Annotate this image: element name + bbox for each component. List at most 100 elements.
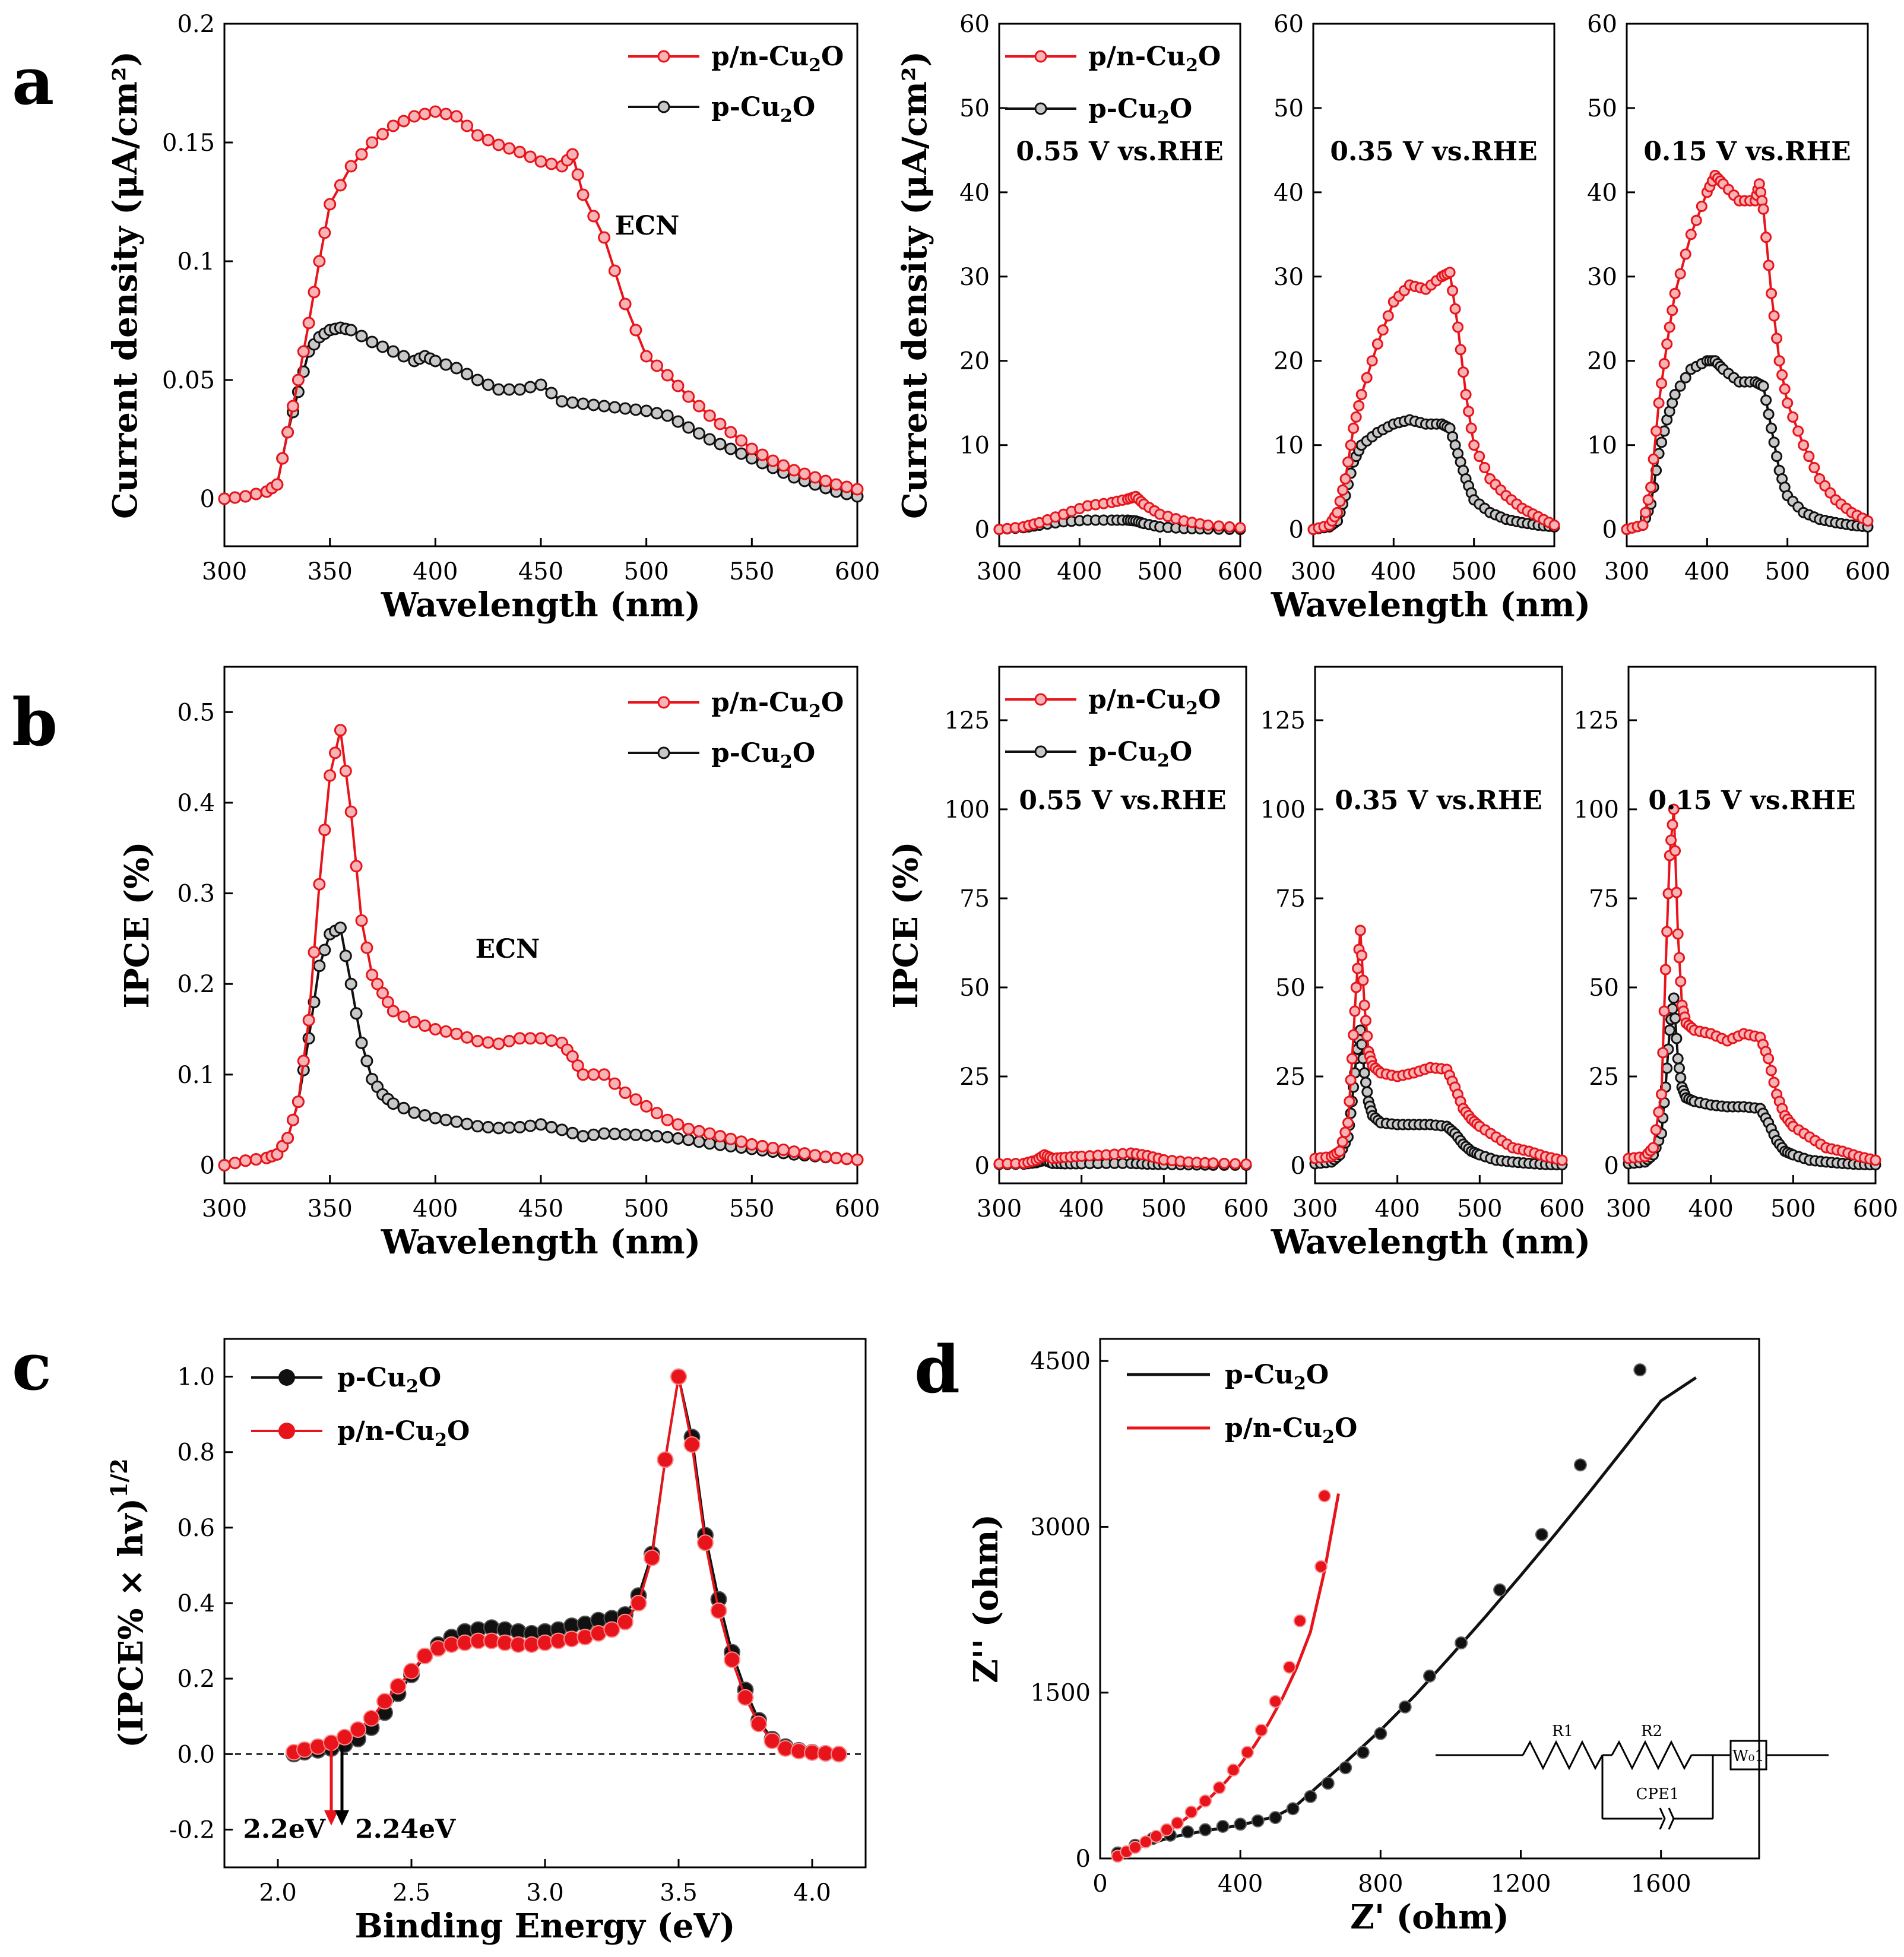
data-point-red	[355, 148, 368, 161]
data-point-black	[1251, 1814, 1265, 1828]
x-tick-label: 300	[977, 558, 1022, 585]
data-point-black	[608, 401, 621, 414]
data-point-red	[1773, 355, 1785, 367]
data-point-red	[344, 160, 357, 173]
data-point-red	[1657, 1047, 1669, 1059]
data-point-red	[514, 145, 526, 159]
data-point-black	[1398, 1700, 1412, 1714]
data-point-red	[503, 142, 516, 155]
resistor-r2	[1611, 1740, 1693, 1771]
data-point-red	[1642, 494, 1654, 506]
data-point-black	[514, 1120, 526, 1133]
data-point-red	[1269, 1695, 1282, 1708]
data-point-black	[1423, 1669, 1436, 1683]
y-tick-label: 50	[1275, 974, 1306, 1002]
data-point-black	[461, 368, 474, 381]
y-tick-label: 0.2	[177, 1665, 215, 1693]
data-point-red	[1337, 484, 1349, 496]
y-tick-label: 0.6	[177, 1515, 215, 1542]
data-point-red	[598, 231, 611, 244]
plot-frame	[1627, 666, 1877, 1185]
x-tick-label: 500	[623, 558, 669, 585]
data-point-red	[1342, 456, 1354, 468]
data-point-red	[571, 1059, 584, 1072]
x-axis-label: Wavelength (nm)	[381, 585, 701, 625]
y-tick-label: 75	[1275, 885, 1306, 913]
y-tick-label: 25	[1275, 1063, 1306, 1091]
data-point-black	[1535, 1528, 1548, 1541]
data-point-red	[777, 1144, 790, 1156]
y-tick-label: 0.2	[177, 11, 215, 38]
x-tick-label: 400	[1371, 558, 1416, 585]
data-point-red	[763, 1733, 781, 1749]
data-point-black	[1680, 372, 1691, 384]
x-tick-label: 600	[1539, 1195, 1585, 1223]
data-point-red	[1349, 1005, 1361, 1017]
data-point-red	[1184, 1805, 1198, 1819]
data-point-red	[787, 1145, 800, 1158]
x-tick-label: 300	[977, 1195, 1022, 1223]
data-point-red	[1674, 952, 1685, 964]
y-tick-label: 0	[1289, 517, 1304, 544]
data-point-black	[1668, 992, 1680, 1004]
data-point-red	[640, 350, 653, 363]
data-point-red	[419, 107, 432, 121]
data-point-red	[1361, 372, 1373, 384]
data-point-red	[1227, 1763, 1240, 1777]
data-point-red	[376, 987, 389, 999]
x-axis-label: Wavelength (nm)	[381, 1223, 701, 1262]
data-point-red	[371, 977, 384, 990]
data-point-black	[1768, 436, 1780, 448]
x-tick-label: 400	[1218, 1870, 1263, 1898]
data-point-black	[450, 1115, 463, 1128]
data-point-black	[503, 1121, 516, 1134]
data-point-red	[271, 478, 284, 491]
y-tick-label: 75	[1589, 885, 1619, 913]
data-point-red	[1659, 964, 1671, 976]
data-point-black	[671, 1132, 685, 1145]
data-point-black	[1199, 1823, 1212, 1836]
annotation-potential: 0.35 V vs.RHE	[1335, 786, 1542, 816]
annotation-potential: 0.55 V vs.RHE	[1016, 137, 1223, 167]
data-point-red	[1661, 338, 1673, 350]
data-point-red	[819, 474, 832, 487]
data-point-black	[524, 1119, 537, 1132]
y-tick-label: 0.1	[177, 1062, 215, 1089]
data-point-red	[376, 1693, 393, 1710]
data-point-red	[1667, 305, 1678, 316]
data-point-red	[745, 442, 758, 455]
data-point-red	[1650, 425, 1662, 437]
data-point-red	[1254, 1724, 1268, 1737]
x-tick-label: 300	[202, 1195, 247, 1223]
data-point-black	[503, 383, 516, 396]
x-tick-label: 500	[1457, 1195, 1502, 1223]
data-point-red	[1787, 411, 1799, 423]
data-point-red	[1768, 1076, 1780, 1088]
data-point-red	[1334, 1145, 1346, 1157]
data-point-black	[397, 1101, 410, 1114]
data-point-red	[603, 1621, 620, 1638]
legend-label: p/n-Cu2O	[711, 42, 844, 76]
x-axis-label: Wavelength (nm)	[1271, 1223, 1591, 1262]
legend-label: p-Cu2O	[337, 1363, 441, 1397]
x-tick-label: 500	[1451, 558, 1496, 585]
data-point-red	[1355, 389, 1367, 400]
annotation-potential: 0.15 V vs.RHE	[1648, 786, 1855, 816]
equivalent-circuit-inset: R1 R2 CPE1 W₀1	[1436, 1722, 1829, 1830]
y-tick-label: 1.0	[177, 1364, 215, 1391]
data-point-black	[1771, 451, 1783, 463]
data-point-red	[1202, 520, 1214, 531]
data-point-red	[297, 1054, 310, 1068]
data-point-black	[366, 335, 379, 349]
x-tick-label: 400	[1057, 558, 1102, 585]
data-point-red	[1354, 924, 1366, 936]
y-tick-label: 0	[200, 486, 215, 513]
data-point-red	[1760, 232, 1772, 243]
data-point-black	[629, 403, 642, 416]
data-point-black	[1674, 380, 1686, 392]
annotation-potential: 0.55 V vs.RHE	[1019, 786, 1226, 816]
legend-label: p/n-Cu2O	[711, 688, 844, 722]
data-point-red	[1668, 803, 1680, 815]
legend-marker-red	[657, 50, 670, 63]
x-tick-label: 550	[729, 1195, 774, 1223]
